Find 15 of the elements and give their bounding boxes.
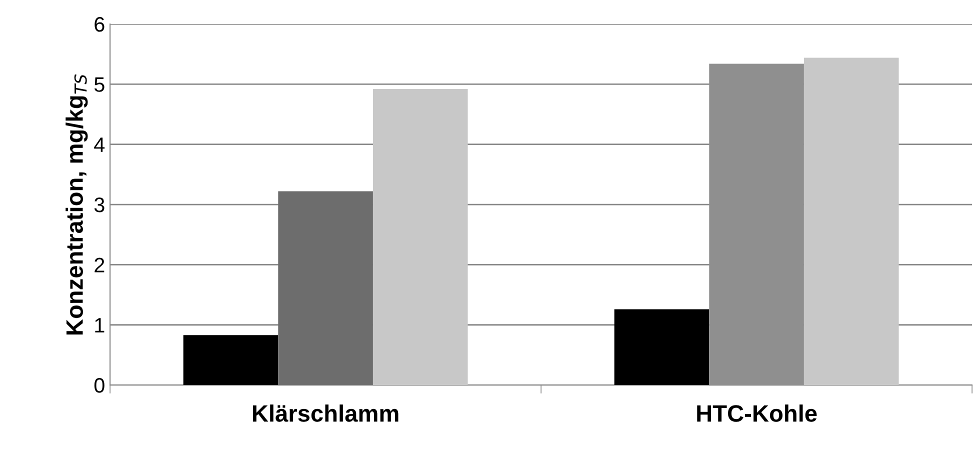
y-tick-label: 5 — [94, 77, 104, 92]
y-tick-label: 4 — [94, 138, 105, 152]
y-axis-title: Konzentration, mg/kg$_{TS}$ — [66, 74, 88, 334]
bar — [372, 88, 468, 386]
y-tick-label: 2 — [94, 258, 104, 272]
bar — [183, 335, 278, 386]
bar — [804, 58, 899, 386]
x-tick-label: Klärschlamm — [252, 404, 398, 422]
bar — [614, 309, 710, 386]
x-tick-label: HTC-Kohle — [697, 404, 817, 422]
y-tick-label: 0 — [94, 378, 104, 393]
y-tick-label: 3 — [94, 198, 104, 212]
y-tick-label: 1 — [95, 318, 104, 332]
bar — [278, 191, 373, 386]
y-tick-label: 6 — [94, 17, 104, 32]
